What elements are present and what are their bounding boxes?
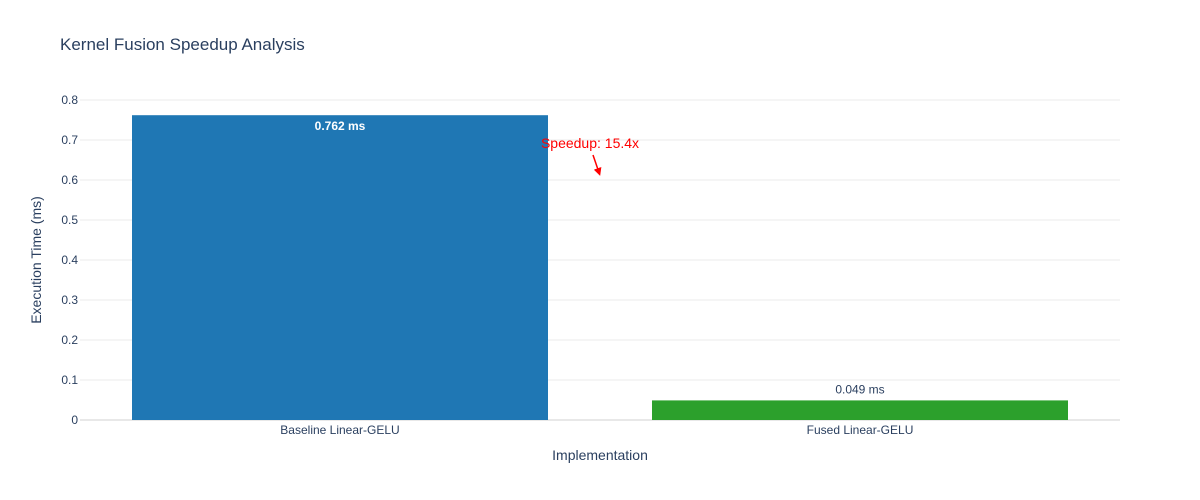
y-tick-label: 0.5 bbox=[61, 213, 78, 227]
bar-value-label: 0.762 ms bbox=[315, 119, 366, 133]
x-tick-label: Fused Linear-GELU bbox=[807, 423, 914, 437]
y-tick-label: 0.1 bbox=[61, 373, 78, 387]
y-tick-label: 0.4 bbox=[61, 253, 78, 267]
y-tick-label: 0.8 bbox=[61, 93, 78, 107]
y-axis-title: Execution Time (ms) bbox=[28, 196, 44, 324]
annotation-arrow bbox=[592, 154, 602, 176]
y-tick-label: 0 bbox=[71, 413, 78, 427]
bar-1[interactable] bbox=[652, 400, 1068, 420]
y-tick-label: 0.3 bbox=[61, 293, 78, 307]
x-tick-label: Baseline Linear-GELU bbox=[280, 423, 399, 437]
bar-0[interactable] bbox=[132, 115, 548, 420]
y-tick-label: 0.2 bbox=[61, 333, 78, 347]
x-axis-ticks: Baseline Linear-GELU Fused Linear-GELU bbox=[280, 423, 913, 437]
bar-value-label: 0.049 ms bbox=[835, 382, 884, 396]
y-tick-label: 0.6 bbox=[61, 173, 78, 187]
y-axis-ticks: 0 0.1 0.2 0.3 0.4 0.5 0.6 0.7 0.8 bbox=[61, 93, 78, 427]
bar-value-labels: 0.762 ms 0.049 ms bbox=[315, 119, 885, 396]
y-tick-label: 0.7 bbox=[61, 133, 78, 147]
annotation-text: Speedup: 15.4x bbox=[541, 135, 639, 151]
bars bbox=[132, 115, 1068, 420]
chart-title: Kernel Fusion Speedup Analysis bbox=[60, 35, 305, 54]
speedup-annotation: Speedup: 15.4x bbox=[541, 135, 639, 176]
x-axis-title: Implementation bbox=[552, 447, 648, 463]
